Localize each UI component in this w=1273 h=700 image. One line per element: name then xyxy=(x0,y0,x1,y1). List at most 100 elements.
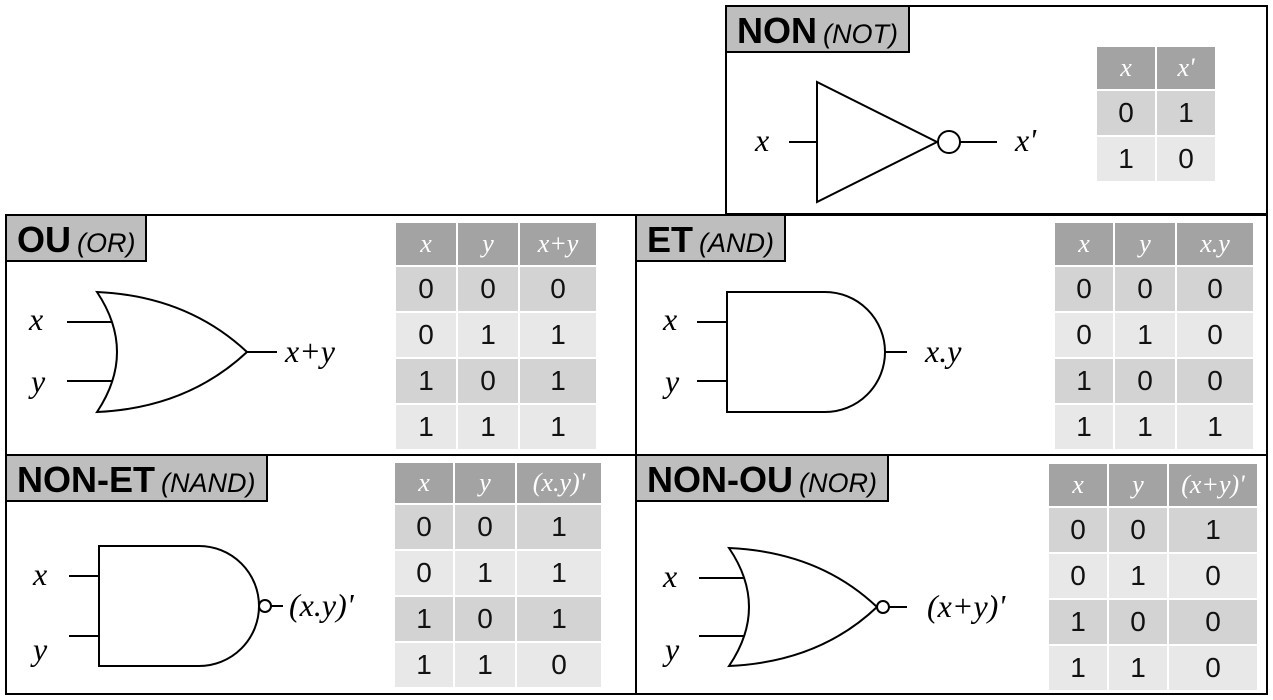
table-cell: 0 xyxy=(1115,267,1175,311)
table-header-cell: x.y xyxy=(1177,223,1253,265)
nand-gate-english-name: (NAND) xyxy=(161,468,256,498)
table-header-cell: x xyxy=(1055,223,1113,265)
nor-output-label: (x+y)' xyxy=(927,588,1006,624)
or-gate-title: OU (OR) xyxy=(7,216,148,262)
table-cell: 0 xyxy=(396,267,456,311)
or-body xyxy=(95,290,249,414)
table-cell: 0 xyxy=(1055,267,1113,311)
table-cell: 0 xyxy=(1169,646,1257,690)
table-header-cell: x xyxy=(396,223,456,265)
and-body xyxy=(726,291,886,413)
table-cell: 0 xyxy=(1049,508,1107,552)
and-input-x-label: x xyxy=(662,301,677,337)
table-cell: 0 xyxy=(458,267,518,311)
nor-gate-english-name: (NOR) xyxy=(799,468,877,498)
table-cell: 1 xyxy=(1115,405,1175,449)
table-cell: 1 xyxy=(395,643,453,687)
table-cell: 1 xyxy=(396,359,456,403)
nand-inversion-bubble xyxy=(258,599,272,613)
or-gate-name: OU xyxy=(17,219,71,260)
table-cell: 1 xyxy=(520,405,596,449)
and-output-label: x.y xyxy=(924,333,962,369)
nand-body xyxy=(98,545,260,667)
table-cell: 0 xyxy=(1177,359,1253,403)
table-header-cell: y xyxy=(1115,223,1175,265)
table-cell: 1 xyxy=(395,597,453,641)
nor-input-x-label: x xyxy=(662,558,677,594)
table-cell: 0 xyxy=(395,505,453,549)
table-header-cell: x xyxy=(395,463,453,503)
or-gate-english-name: (OR) xyxy=(77,228,136,258)
table-cell: 1 xyxy=(517,505,601,549)
table-cell: 1 xyxy=(1115,313,1175,357)
table-cell: 0 xyxy=(520,267,596,311)
table-cell: 0 xyxy=(1109,508,1167,552)
table-cell: 1 xyxy=(1055,405,1113,449)
table-cell: 1 xyxy=(455,643,515,687)
table-cell: 1 xyxy=(1177,405,1253,449)
table-cell: 1 xyxy=(520,359,596,403)
not-gate-symbol: x x' xyxy=(754,80,1037,204)
or-output-label: x+y xyxy=(284,333,336,369)
table-cell: 0 xyxy=(1115,359,1175,403)
table-header-cell: x' xyxy=(1157,47,1215,89)
table-cell: 0 xyxy=(455,597,515,641)
table-cell: 0 xyxy=(455,505,515,549)
table-cell: 1 xyxy=(520,313,596,357)
not-gate-name: NON xyxy=(737,10,817,51)
nand-gate-title: NON-ET (NAND) xyxy=(7,456,268,502)
table-cell: 1 xyxy=(1097,137,1155,181)
and-input-y-label: y xyxy=(662,363,680,399)
table-header-row: x x' xyxy=(1097,47,1215,89)
nor-body xyxy=(727,546,879,668)
table-cell: 0 xyxy=(1109,600,1167,644)
nand-gate-name: NON-ET xyxy=(17,459,155,500)
nand-gate-symbol: x y (x.y)' xyxy=(30,545,355,667)
table-cell: 0 xyxy=(458,359,518,403)
table-cell: 0 xyxy=(517,643,601,687)
table-cell: 1 xyxy=(517,551,601,595)
table-cell: 0 xyxy=(1177,267,1253,311)
table-header-row: x y (x.y)' xyxy=(395,463,601,503)
table-cell: 0 xyxy=(1177,313,1253,357)
table-cell: 1 xyxy=(1157,91,1215,135)
table-header-row: x y (x+y)' xyxy=(1049,464,1257,506)
table-header-cell: x xyxy=(1097,47,1155,89)
not-input-label: x xyxy=(754,122,769,158)
nor-inversion-bubble xyxy=(876,600,890,614)
table-header-cell: x xyxy=(1049,464,1107,506)
table-cell: 1 xyxy=(1169,508,1257,552)
or-gate-symbol: x y x+y xyxy=(28,290,336,414)
table-cell: 1 xyxy=(1109,646,1167,690)
not-truth-table: x x' 0 1 1 0 xyxy=(1095,45,1217,183)
nor-gate-name: NON-OU xyxy=(647,459,793,500)
nand-input-x-label: x xyxy=(32,556,47,592)
and-gate-english-name: (AND) xyxy=(699,228,775,258)
table-header-row: x y x.y xyxy=(1055,223,1253,265)
table-header-row: x y x+y xyxy=(396,223,596,265)
table-cell: 1 xyxy=(458,405,518,449)
table-cell: 1 xyxy=(1049,646,1107,690)
nand-output-label: (x.y)' xyxy=(289,587,355,623)
table-header-cell: y xyxy=(1109,464,1167,506)
nor-input-y-label: y xyxy=(662,631,680,667)
and-gate-title: ET (AND) xyxy=(637,216,787,262)
table-cell: 1 xyxy=(455,551,515,595)
not-output-label: x' xyxy=(1014,122,1037,158)
table-cell: 0 xyxy=(1169,600,1257,644)
table-cell: 0 xyxy=(1055,313,1113,357)
